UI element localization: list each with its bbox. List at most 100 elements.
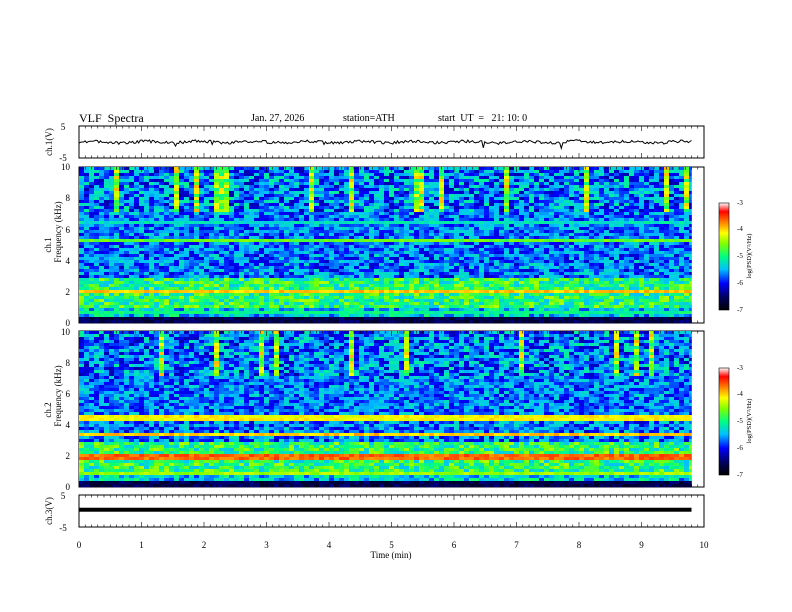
spectrogram-cell	[284, 254, 290, 258]
spectrogram-cell	[144, 185, 150, 189]
spectrogram-cell	[389, 266, 395, 270]
spectrogram-cell	[194, 173, 200, 177]
spectrogram-cell	[509, 299, 515, 303]
spectrogram-cell	[214, 170, 220, 174]
spectrogram-cell	[199, 275, 205, 279]
spectrogram-cell	[264, 233, 270, 237]
spectrogram-cell	[104, 263, 110, 267]
spectrogram-cell	[494, 266, 500, 270]
spectrogram-cell	[454, 203, 460, 207]
spectrogram-cell	[149, 260, 155, 264]
spectrogram-cell	[154, 287, 160, 291]
spectrogram-cell	[79, 212, 85, 216]
spectrogram-cell	[454, 317, 460, 321]
spectrogram-cell	[349, 308, 355, 312]
spectrogram-cell	[394, 236, 400, 240]
spectrogram-cell	[284, 239, 290, 243]
spectrogram-cell	[324, 206, 330, 210]
spectrogram-cell	[459, 218, 465, 222]
spectrogram-cell	[214, 197, 220, 201]
spectrogram-cell	[184, 263, 190, 267]
spectrogram-cell	[164, 308, 170, 312]
spectrogram-cell	[79, 236, 85, 240]
spectrogram-cell	[449, 320, 455, 324]
spectrogram-cell	[254, 173, 260, 177]
spectrogram-cell	[329, 212, 335, 216]
spectrogram-cell	[259, 236, 265, 240]
spectrogram-cell	[434, 173, 440, 177]
spectrogram-cell	[229, 206, 235, 210]
spectrogram-cell	[269, 269, 275, 273]
spectrogram-cell	[534, 170, 540, 174]
spectrogram-cell	[104, 215, 110, 219]
spectrogram-cell	[509, 227, 515, 231]
spectrogram-cell	[214, 212, 220, 216]
spectrogram-cell	[444, 179, 450, 183]
spectrogram-cell	[369, 317, 375, 321]
spectrogram-cell	[339, 212, 345, 216]
spectrogram-cell	[184, 233, 190, 237]
spectrogram-cell	[249, 176, 255, 180]
spectrogram-cell	[219, 191, 225, 195]
spectrogram-cell	[199, 209, 205, 213]
spectrogram-cell	[419, 209, 425, 213]
spectrogram-cell	[149, 284, 155, 288]
spectrogram-cell	[499, 176, 505, 180]
spectrogram-cell	[429, 206, 435, 210]
spectrogram-cell	[469, 227, 475, 231]
spectrogram-cell	[374, 194, 380, 198]
spectrogram-cell	[104, 302, 110, 306]
spectrogram-cell	[384, 251, 390, 255]
spectrogram-cell	[204, 179, 210, 183]
spectrogram-cell	[449, 233, 455, 237]
spectrogram-cell	[264, 188, 270, 192]
spectrogram-cell	[144, 206, 150, 210]
spectrogram-cell	[89, 272, 95, 276]
spectrogram-cell	[399, 215, 405, 219]
spectrogram-cell	[534, 227, 540, 231]
spectrogram-cell	[109, 320, 115, 324]
spectrogram-cell	[404, 317, 410, 321]
spectrogram-cell	[264, 182, 270, 186]
spectrogram-cell	[304, 245, 310, 249]
spectrogram-cell	[509, 185, 515, 189]
spectrogram-cell	[259, 314, 265, 318]
spectrogram-cell	[199, 302, 205, 306]
spectrogram-cell	[504, 218, 510, 222]
spectrogram-cell	[79, 221, 85, 225]
spectrogram-cell	[494, 212, 500, 216]
spectrogram-cell	[269, 263, 275, 267]
spectrogram-cell	[159, 302, 165, 306]
spectrogram-cell	[214, 230, 220, 234]
spectrogram-cell	[124, 299, 130, 303]
spectrogram-cell	[374, 281, 380, 285]
spectrogram-cell	[389, 311, 395, 315]
spectrogram-cell	[349, 299, 355, 303]
spectrogram-cell	[484, 305, 490, 309]
spectrogram-cell	[174, 188, 180, 192]
spectrogram-cell	[494, 191, 500, 195]
spectrogram-cell	[414, 269, 420, 273]
spectrogram-cell	[474, 239, 480, 243]
spectrogram-cell	[219, 176, 225, 180]
spectrogram-cell	[284, 176, 290, 180]
spectrogram-cell	[344, 293, 350, 297]
spectrogram-cell	[189, 260, 195, 264]
spectrogram-cell	[329, 287, 335, 291]
spectrogram-cell	[154, 260, 160, 264]
spectrogram-cell	[129, 224, 135, 228]
spectrogram-cell	[149, 224, 155, 228]
spectrogram-cell	[524, 236, 530, 240]
spectrogram-cell	[484, 236, 490, 240]
spectrogram-cell	[444, 194, 450, 198]
spectrogram-cell	[439, 290, 445, 294]
spectrogram-cell	[299, 194, 305, 198]
spectrogram-cell	[364, 293, 370, 297]
spectrogram-cell	[154, 305, 160, 309]
spectrogram-cell	[184, 206, 190, 210]
spectrogram-cell	[119, 293, 125, 297]
spectrogram-cell	[194, 305, 200, 309]
spectrogram-cell	[244, 248, 250, 252]
spectrogram-cell	[124, 278, 130, 282]
spectrogram-cell	[129, 263, 135, 267]
